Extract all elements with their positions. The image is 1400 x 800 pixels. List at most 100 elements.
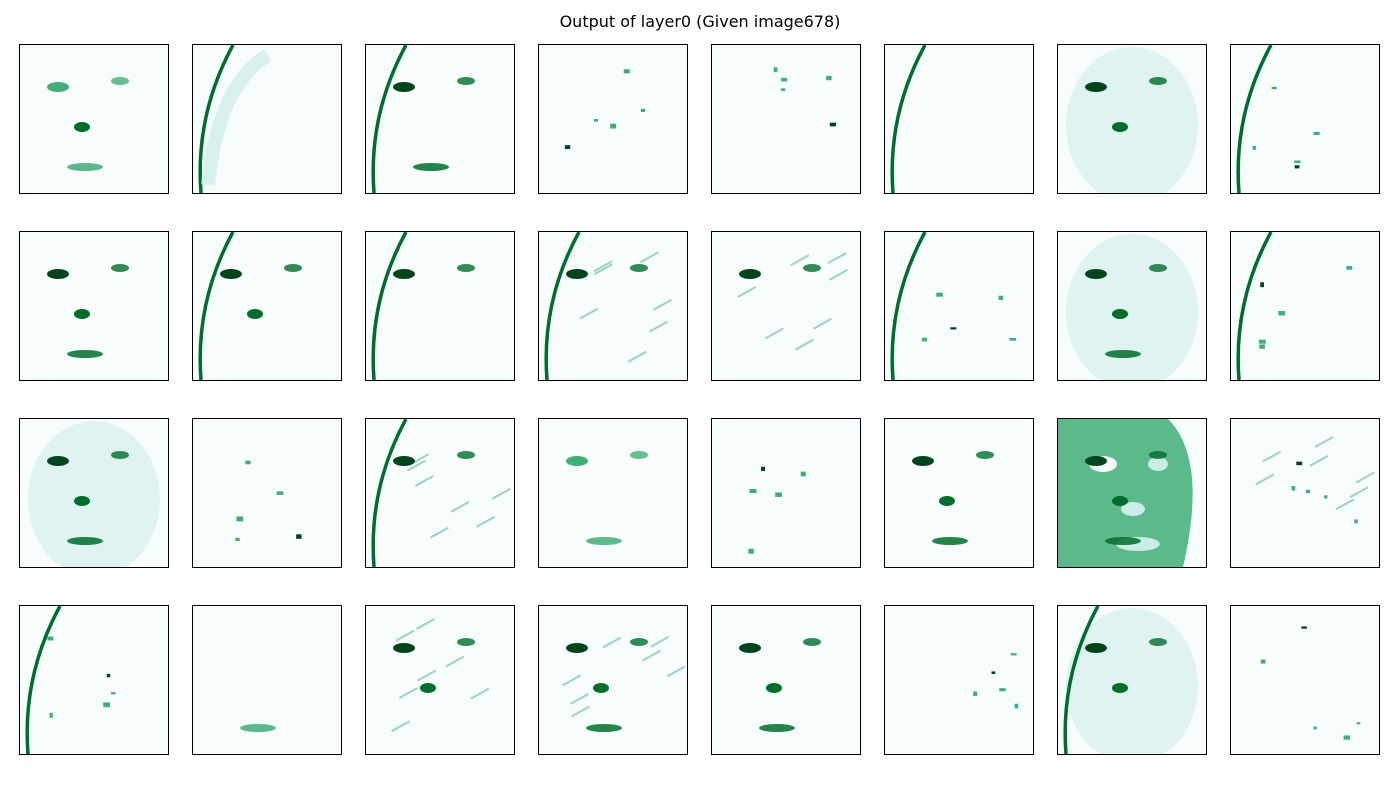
edge-stroke bbox=[198, 45, 235, 193]
activation-dot bbox=[1258, 339, 1266, 344]
mouth-mark bbox=[759, 724, 795, 732]
nose-mark bbox=[74, 496, 90, 506]
feature-map-29 bbox=[884, 605, 1034, 755]
feature-map-30 bbox=[1057, 605, 1207, 755]
activation-dot bbox=[49, 712, 53, 718]
figure-title: Output of layer0 (Given image678) bbox=[559, 12, 841, 31]
eye-mark bbox=[1085, 82, 1107, 92]
activation-dot bbox=[973, 691, 978, 697]
edge-stroke bbox=[198, 232, 235, 380]
streak-mark bbox=[790, 254, 810, 267]
activation-dot bbox=[296, 534, 302, 539]
eye-mark bbox=[220, 269, 242, 279]
activation-dot bbox=[564, 145, 571, 149]
eye-mark bbox=[284, 264, 302, 272]
feature-map-10 bbox=[365, 231, 515, 381]
feature-map-6 bbox=[1057, 44, 1207, 194]
mouth-mark bbox=[586, 537, 622, 545]
streak-mark bbox=[1355, 471, 1375, 484]
feature-map-22 bbox=[1057, 418, 1207, 568]
feature-map-image bbox=[20, 606, 168, 754]
edge-stroke bbox=[371, 232, 408, 380]
eye-mark bbox=[47, 82, 69, 92]
edge-stroke bbox=[1063, 606, 1100, 754]
eye-mark bbox=[566, 456, 588, 466]
streak-mark bbox=[652, 299, 672, 311]
nose-mark bbox=[1112, 309, 1128, 319]
feature-map-2 bbox=[365, 44, 515, 194]
activation-dot bbox=[1259, 344, 1265, 349]
activation-dot bbox=[1271, 86, 1277, 90]
streak-mark bbox=[398, 687, 418, 699]
streak-mark bbox=[1335, 498, 1355, 511]
activation-dot bbox=[1356, 722, 1361, 725]
activation-dot bbox=[775, 492, 782, 497]
eye-mark bbox=[457, 264, 475, 272]
activation-dot bbox=[623, 69, 630, 74]
activation-dot bbox=[950, 327, 957, 330]
feature-map-image bbox=[1058, 419, 1206, 567]
nose-mark bbox=[939, 496, 955, 506]
activation-dot bbox=[1014, 703, 1019, 709]
streak-mark bbox=[391, 720, 411, 733]
nose-mark bbox=[1112, 496, 1128, 506]
feature-map-25 bbox=[192, 605, 342, 755]
feature-map-15 bbox=[1230, 231, 1380, 381]
eye-mark bbox=[566, 269, 588, 279]
activation-dot bbox=[1324, 495, 1328, 499]
eye-mark bbox=[630, 638, 648, 646]
nose-mark bbox=[74, 122, 90, 132]
streak-mark bbox=[642, 649, 662, 662]
activation-dot bbox=[1305, 489, 1311, 494]
edge-stroke bbox=[371, 45, 408, 193]
streak-mark bbox=[764, 327, 784, 340]
feature-map-image bbox=[1231, 606, 1379, 754]
nose-mark bbox=[1112, 683, 1128, 693]
activation-dot bbox=[921, 337, 928, 342]
activation-dot bbox=[1009, 338, 1017, 341]
streak-mark bbox=[450, 500, 470, 513]
activation-dot bbox=[760, 466, 766, 471]
nose-mark bbox=[247, 309, 263, 319]
feature-map-image bbox=[1058, 45, 1206, 193]
feature-map-9 bbox=[192, 231, 342, 381]
feature-map-18 bbox=[365, 418, 515, 568]
streak-mark bbox=[562, 674, 582, 687]
activation-dot bbox=[829, 122, 837, 127]
edge-stroke bbox=[371, 419, 408, 567]
feature-map-3 bbox=[538, 44, 688, 194]
mouth-mark bbox=[67, 350, 103, 358]
feature-map-image bbox=[20, 45, 168, 193]
streak-mark bbox=[593, 260, 613, 273]
activation-dot bbox=[1313, 726, 1317, 730]
streak-mark bbox=[794, 338, 814, 351]
eye-mark bbox=[111, 264, 129, 272]
activation-dot bbox=[991, 671, 996, 675]
feature-map-14 bbox=[1057, 231, 1207, 381]
feature-map-image bbox=[1231, 232, 1379, 380]
streak-mark bbox=[650, 635, 670, 648]
feature-map-8 bbox=[19, 231, 169, 381]
feature-map-image bbox=[885, 232, 1033, 380]
streak-mark bbox=[470, 687, 490, 700]
feature-map-4 bbox=[711, 44, 861, 194]
streak-mark bbox=[491, 487, 511, 500]
activation-dot bbox=[110, 692, 116, 695]
feature-map-image bbox=[539, 419, 687, 567]
feature-map-image bbox=[885, 419, 1033, 567]
activation-dot bbox=[103, 702, 111, 708]
eye-mark bbox=[1149, 638, 1167, 646]
activation-dot bbox=[800, 471, 806, 477]
feature-map-image bbox=[193, 45, 341, 193]
mouth-mark bbox=[586, 724, 622, 732]
activation-dot bbox=[1294, 165, 1300, 169]
activation-dot bbox=[640, 108, 646, 112]
eye-mark bbox=[457, 451, 475, 459]
streak-mark bbox=[1262, 450, 1282, 463]
streak-mark bbox=[429, 526, 449, 539]
nose-mark bbox=[1112, 122, 1128, 132]
feature-map-image bbox=[1058, 232, 1206, 380]
streak-mark bbox=[649, 320, 668, 333]
feature-map-image bbox=[712, 606, 860, 754]
feature-map-image bbox=[885, 606, 1033, 754]
